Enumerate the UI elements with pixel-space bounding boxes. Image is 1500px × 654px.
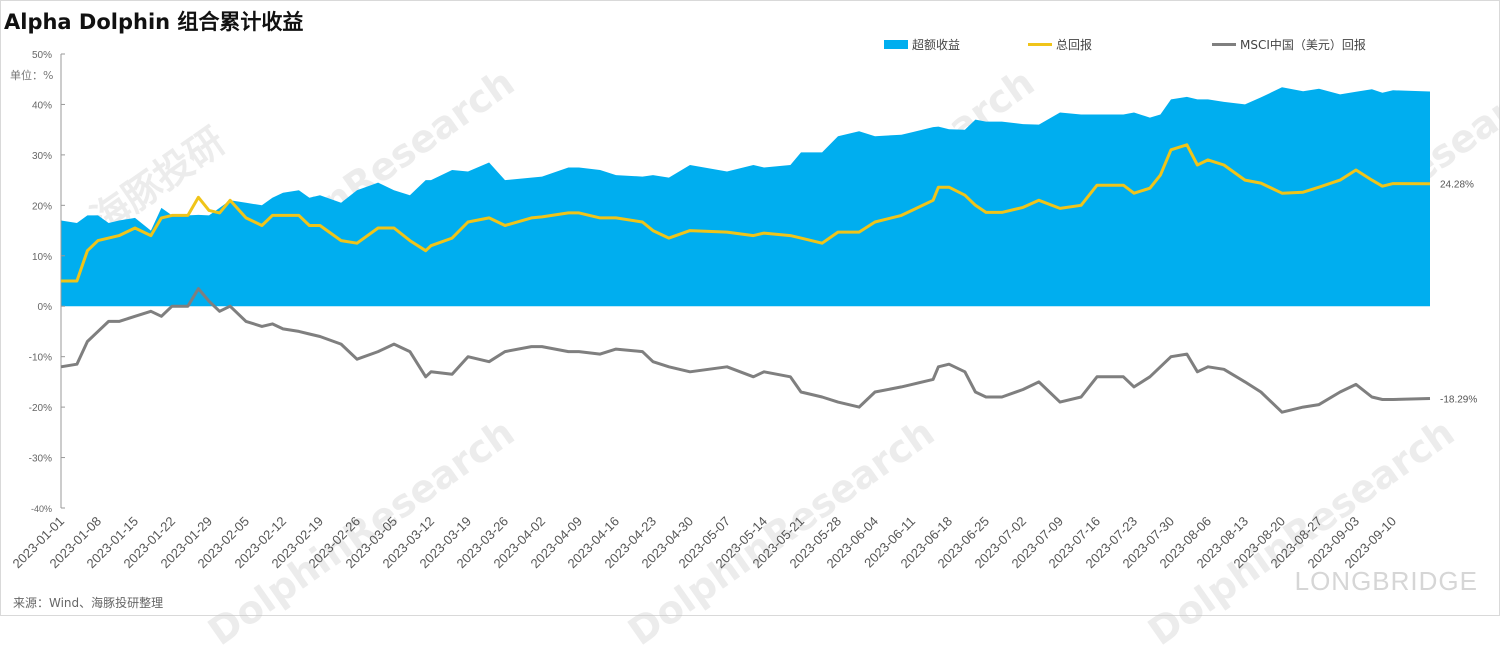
y-tick-label: 30% [32,151,52,162]
y-tick-label: -40% [31,504,52,514]
msci-end-label: -18.29% [1440,394,1477,405]
total-return-line [61,143,1431,283]
total-return-end-label: 24.28% [1440,180,1474,191]
legend-label: 总回报 [1056,38,1093,52]
excess-return-area [61,87,1430,307]
longbridge-logo: LONGBRIDGE [1294,566,1478,596]
source-note: 来源：Wind、海豚投研整理 [13,596,164,610]
y-tick-label: 20% [32,201,52,212]
legend-label: 超额收益 [912,38,961,52]
y-tick-label: 0% [38,302,53,313]
y-tick-label: -30% [29,454,52,465]
legend-item-msci: MSCI中国（美元）回报 [1212,36,1366,53]
chart-title: Alpha Dolphin 组合累计收益 [4,10,304,34]
unit-label: 单位：% [10,69,54,82]
legend-swatch-msci [1212,43,1236,46]
legend-item-total: 总回报 [1028,36,1092,53]
y-tick-label: 40% [32,100,52,111]
y-tick-label: -10% [29,353,52,364]
y-tick-label: -20% [29,403,52,414]
legend-label: MSCI中国（美元）回报 [1240,38,1366,52]
msci-china-line [60,287,1431,414]
y-tick-label: 10% [32,252,52,263]
legend-swatch-total [1028,43,1052,46]
legend-item-excess: 超额收益 [884,36,960,53]
legend-swatch-excess [884,40,908,49]
chart-plot: 50% 40% 30% 20% 10% 0% -10% -20% -30% -40% 24.28% -… [9,50,1477,571]
y-tick-label: 50% [32,50,52,61]
